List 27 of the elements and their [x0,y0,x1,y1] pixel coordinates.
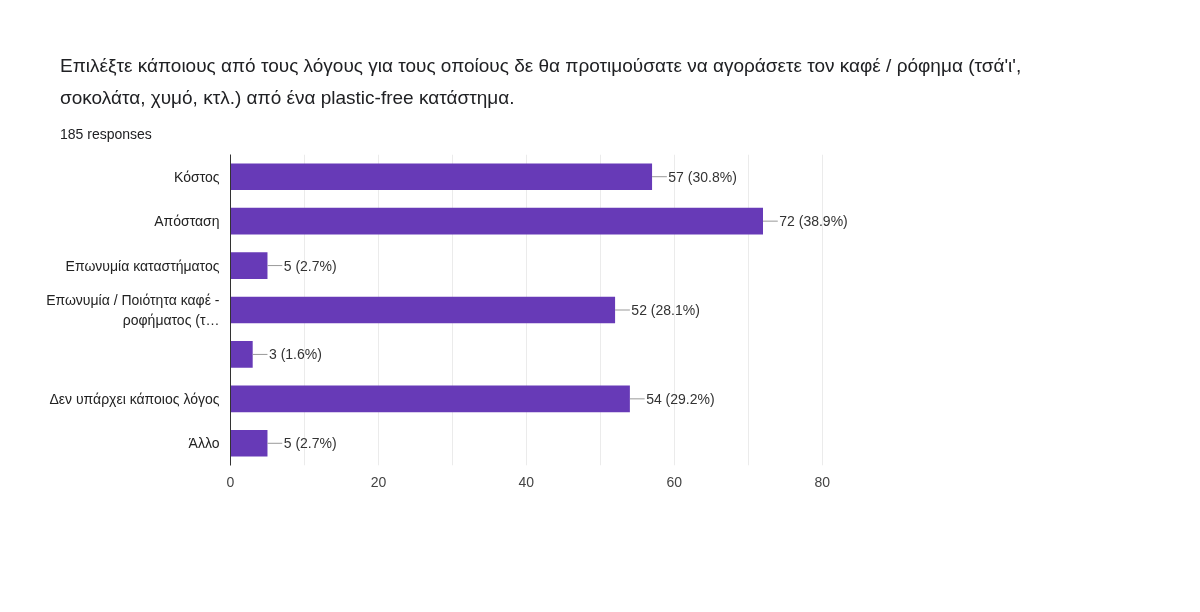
chart-title: Επιλέξτε κάποιους από τους λόγους για τους οποίους δε θα προτιμούσατε να αγοράσετε τον καφέ / ρόφημα (τσά'ι', σοκολάτα, χυμό, κτλ.) από ένα plastic-free κατάστημα. [60,54,1023,110]
x-tick-label: 80 [814,473,831,490]
data-label: 72 (38.9%) [779,213,848,230]
x-tick-label: 0 [226,473,235,490]
y-tick-label: Κόστος [174,168,220,185]
x-tick-label: 40 [518,473,535,490]
data-label: 5 (2.7%) [283,435,337,452]
y-tick-label: Επωνυμία / Ποιότητα καφέ - ροφήματος (τ… [46,292,220,328]
x-tick-label: 20 [370,473,387,490]
y-tick-label: Δεν υπάρχει κάποιος λόγος [49,390,220,407]
bar [230,207,763,235]
bar [230,385,630,413]
y-tick-label: Απόσταση [154,213,220,230]
data-label: 3 (1.6%) [268,346,322,363]
text: 185 responses [60,125,152,144]
y-tick-label: Επωνυμία καταστήματος [65,257,220,274]
data-label: 5 (2.7%) [283,257,337,274]
y-tick-label: Άλλο [188,435,220,452]
bar [230,163,653,191]
data-label: 57 (30.8%) [668,168,737,185]
bar [230,296,616,324]
bar [230,252,268,279]
data-label: 54 (29.2%) [646,390,715,407]
bar [230,341,253,368]
data-label: 52 (28.1%) [631,302,700,318]
x-tick-label: 60 [666,473,683,490]
bar [230,429,268,457]
